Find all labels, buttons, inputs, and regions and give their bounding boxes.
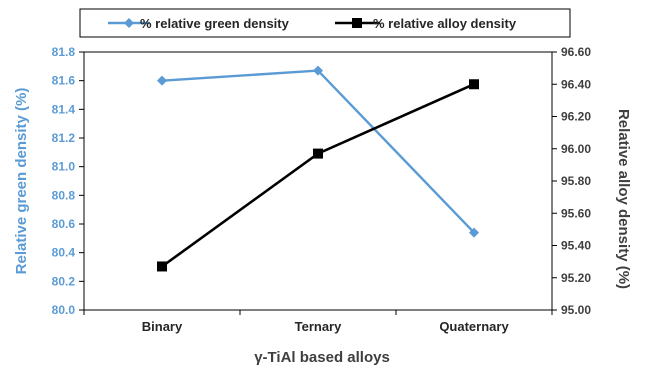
left-axis-ticks: 80.0 80.2 80.4 80.6 80.8 81.0 81.2 81.4 81.6 81.8 xyxy=(52,45,84,317)
alloy-density-point-square-icon xyxy=(469,79,479,90)
right-axis-tick-label: 95.00 xyxy=(561,303,591,317)
right-axis-tick-label: 95.60 xyxy=(561,206,591,220)
left-axis-tick-label: 80.4 xyxy=(52,246,76,260)
right-axis-tick-label: 96.00 xyxy=(561,142,591,156)
plot-area-frame xyxy=(83,51,553,311)
green-density-point-diamond-icon xyxy=(313,65,323,76)
legend-box xyxy=(79,8,571,38)
left-axis-tick-label: 81.8 xyxy=(52,45,76,59)
right-axis-title: Relative alloy density (%) xyxy=(615,109,632,289)
series-layer xyxy=(157,65,479,272)
right-axis-tick-label: 96.40 xyxy=(561,77,591,91)
legend: % relative green density % relative allo… xyxy=(79,8,571,38)
left-axis-tick-label: 81.0 xyxy=(52,160,76,174)
left-axis-tick-label: 81.2 xyxy=(52,131,76,145)
legend-item-alloy-density: % relative alloy density xyxy=(335,16,517,31)
x-axis-category-label: Ternary xyxy=(295,319,342,334)
right-axis-tick-label: 95.40 xyxy=(561,239,591,253)
legend-marker-diamond-icon xyxy=(124,18,134,28)
right-axis-tick-label: 95.80 xyxy=(561,174,591,188)
left-axis-tick-label: 80.0 xyxy=(52,303,76,317)
left-axis-title: Relative green density (%) xyxy=(13,88,30,275)
legend-label-alloy-density: % relative alloy density xyxy=(373,16,517,31)
x-axis-category-label: Binary xyxy=(142,319,183,334)
legend-marker-square-icon xyxy=(352,18,362,28)
alloy-density-point-square-icon xyxy=(313,148,323,159)
right-axis-tick-label: 95.20 xyxy=(561,271,591,285)
left-axis-tick-label: 80.2 xyxy=(52,274,76,288)
legend-item-green-density: % relative green density xyxy=(108,16,290,31)
x-axis-ticks: Binary Ternary Quaternary xyxy=(83,310,553,334)
green-density-point-diamond-icon xyxy=(469,227,479,238)
right-axis-tick-label: 96.20 xyxy=(561,110,591,124)
left-axis-tick-label: 80.6 xyxy=(52,217,76,231)
left-axis-tick-label: 81.4 xyxy=(52,102,76,116)
legend-label-green-density: % relative green density xyxy=(140,16,290,31)
alloy-density-point-square-icon xyxy=(157,261,167,272)
right-axis-ticks: 95.00 95.20 95.40 95.60 95.80 96.00 96.20 96.40… xyxy=(552,45,591,317)
x-axis-title: γ-TiAl based alloys xyxy=(254,349,390,366)
left-axis-tick-label: 81.6 xyxy=(52,74,76,88)
green-density-point-diamond-icon xyxy=(157,75,167,86)
left-axis-tick-label: 80.8 xyxy=(52,188,76,202)
x-axis-category-label: Quaternary xyxy=(439,319,509,334)
right-axis-tick-label: 96.60 xyxy=(561,45,591,59)
series-line-alloy-density xyxy=(161,83,475,268)
